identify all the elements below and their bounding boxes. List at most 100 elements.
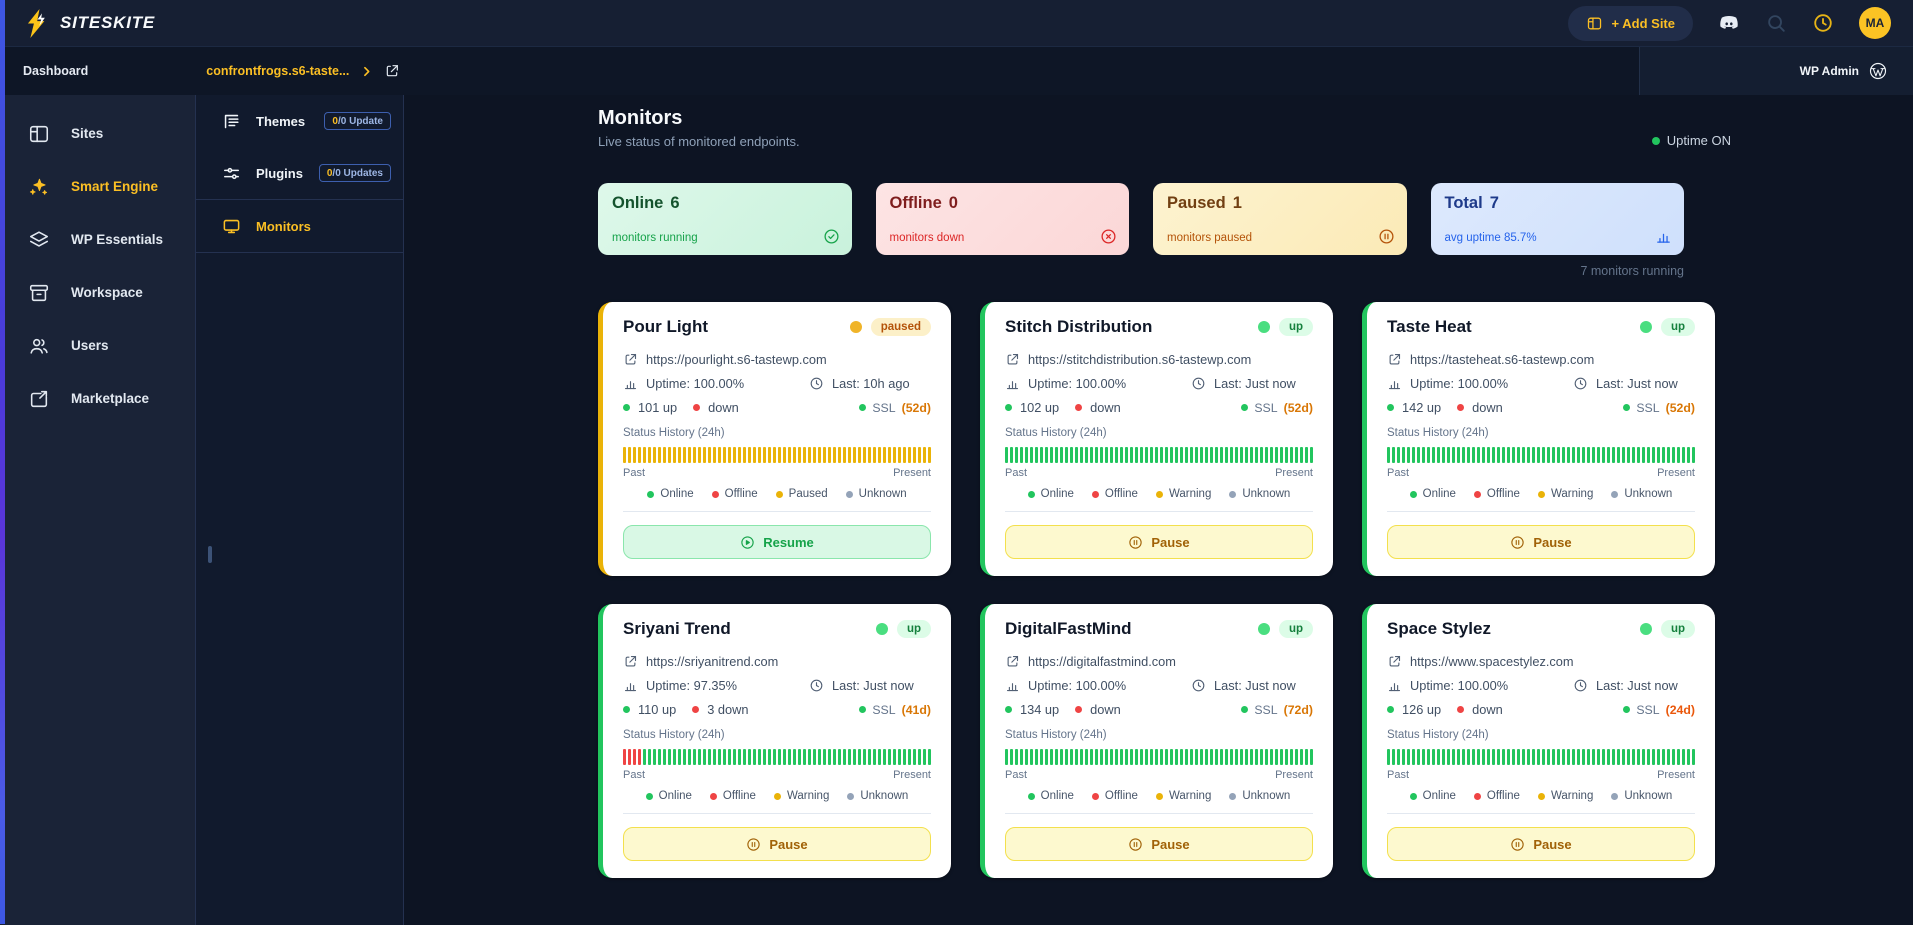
history-bar (838, 447, 841, 463)
history-bar (1170, 447, 1173, 463)
uptime-toggle[interactable]: Uptime ON (1651, 133, 1731, 148)
user-avatar[interactable]: MA (1859, 7, 1891, 39)
add-site-button[interactable]: + Add Site (1567, 5, 1693, 41)
monitor-name: Stitch Distribution (1005, 317, 1153, 336)
history-bar (1310, 447, 1313, 463)
history-bar (798, 749, 801, 765)
sidebar-item-workspace[interactable]: Workspace (0, 266, 195, 319)
history-bar (1597, 447, 1600, 463)
history-bar (788, 749, 791, 765)
monitor-action-label: Pause (1151, 534, 1190, 550)
legend-label: Offline (724, 488, 758, 500)
pause-circle-icon (1128, 837, 1143, 852)
monitor-up-count: 101 up (638, 400, 678, 415)
monitor-url-link[interactable]: https://pourlight.s6-tastewp.com (623, 352, 931, 367)
history-bar (733, 749, 736, 765)
wp-admin-link[interactable]: WP Admin (1639, 47, 1913, 95)
sidebar-item-sites[interactable]: Sites (0, 107, 195, 160)
pause-monitor-button[interactable]: Pause (1387, 525, 1695, 559)
search-icon[interactable] (1765, 12, 1787, 34)
external-link-icon[interactable] (384, 63, 400, 79)
sidebar-item-smart-engine[interactable]: Smart Engine (0, 160, 195, 213)
history-bar (1160, 749, 1163, 765)
history-bar (1120, 749, 1123, 765)
legend-label: Offline (1104, 790, 1138, 802)
history-legend: Online Offline Paused Unknown (623, 488, 931, 500)
discord-icon[interactable] (1718, 12, 1740, 34)
sidebar-item-marketplace[interactable]: Marketplace (0, 372, 195, 425)
history-bar (843, 749, 846, 765)
ssl-label: SSL (872, 400, 896, 415)
history-bar (1627, 447, 1630, 463)
pause-monitor-button[interactable]: Pause (623, 827, 931, 861)
uptime-toggle-label: Uptime ON (1666, 133, 1731, 148)
history-bar (1452, 447, 1455, 463)
history-bar (1030, 447, 1033, 463)
history-bar (1692, 447, 1695, 463)
history-bar (703, 749, 706, 765)
sidebar-item-users[interactable]: Users (0, 319, 195, 372)
history-bar (893, 447, 896, 463)
legend-item-offline: Offline (1473, 488, 1520, 500)
history-bar (748, 447, 751, 463)
stat-value: 0 (948, 194, 958, 212)
monitor-url-link[interactable]: https://www.spacestylez.com (1387, 654, 1695, 669)
legend-dot (1091, 490, 1099, 498)
pause-circle-icon (1510, 837, 1525, 852)
history-bar (1387, 447, 1390, 463)
submenu-item-monitors[interactable]: Monitors (196, 200, 403, 252)
legend-label: Unknown (1624, 488, 1673, 500)
submenu-item-themes[interactable]: Themes 0/0 Update (196, 95, 403, 147)
submenu-item-plugins[interactable]: Plugins 0/0 Updates (196, 147, 403, 199)
ssl-dot (1623, 706, 1631, 713)
history-bar (668, 447, 671, 463)
history-bar (1200, 749, 1203, 765)
history-bar (1035, 447, 1038, 463)
history-bar (1617, 749, 1620, 765)
legend-item-warning: Warning (1155, 790, 1211, 802)
external-link-icon (623, 352, 638, 367)
resume-monitor-button[interactable]: Resume (623, 525, 931, 559)
monitor-url-link[interactable]: https://sriyanitrend.com (623, 654, 931, 669)
history-label: Status History (24h) (623, 427, 725, 439)
pause-monitor-button[interactable]: Pause (1387, 827, 1695, 861)
history-bar (1140, 447, 1143, 463)
pause-monitor-button[interactable]: Pause (1005, 827, 1313, 861)
history-bar (1417, 749, 1420, 765)
history-bar (1537, 749, 1540, 765)
monitor-url-link[interactable]: https://stitchdistribution.s6-tastewp.co… (1005, 352, 1313, 367)
history-bar (763, 749, 766, 765)
history-bar (1010, 447, 1013, 463)
history-bar (1672, 447, 1675, 463)
history-bar (1472, 447, 1475, 463)
legend-dot (645, 792, 653, 800)
monitor-url-link[interactable]: https://digitalfastmind.com (1005, 654, 1313, 669)
scrollbar-thumb[interactable] (208, 546, 212, 563)
pause-monitor-button[interactable]: Pause (1005, 525, 1313, 559)
history-past-label: Past (1387, 467, 1410, 479)
history-bar (1557, 447, 1560, 463)
history-bar (1090, 447, 1093, 463)
history-bar (1295, 749, 1298, 765)
history-bar (818, 749, 821, 765)
sidebar-item-wp-essentials[interactable]: WP Essentials (0, 213, 195, 266)
history-bar (1225, 749, 1228, 765)
legend-item-warning: Warning (1537, 790, 1593, 802)
history-bar (773, 749, 776, 765)
monitor-action-label: Pause (769, 836, 808, 852)
monitor-url-link[interactable]: https://tasteheat.s6-tastewp.com (1387, 352, 1695, 367)
history-bar (1422, 749, 1425, 765)
brand-logo[interactable]: SITESKITE (26, 8, 155, 38)
history-bar (888, 447, 891, 463)
up-dot (1387, 706, 1394, 713)
monitor-status-badge: paused (870, 318, 931, 336)
history-bar (1547, 749, 1550, 765)
breadcrumb-site-link[interactable]: confrontfrogs.s6-taste... (206, 63, 400, 79)
history-bar (718, 447, 721, 463)
wordpress-icon (1868, 61, 1888, 81)
page-body: Sites Smart Engine WP Essentials Workspa… (0, 95, 1913, 925)
history-bar (1582, 447, 1585, 463)
history-bar (828, 749, 831, 765)
history-bar (1230, 447, 1233, 463)
history-clock-icon[interactable] (1812, 12, 1834, 34)
